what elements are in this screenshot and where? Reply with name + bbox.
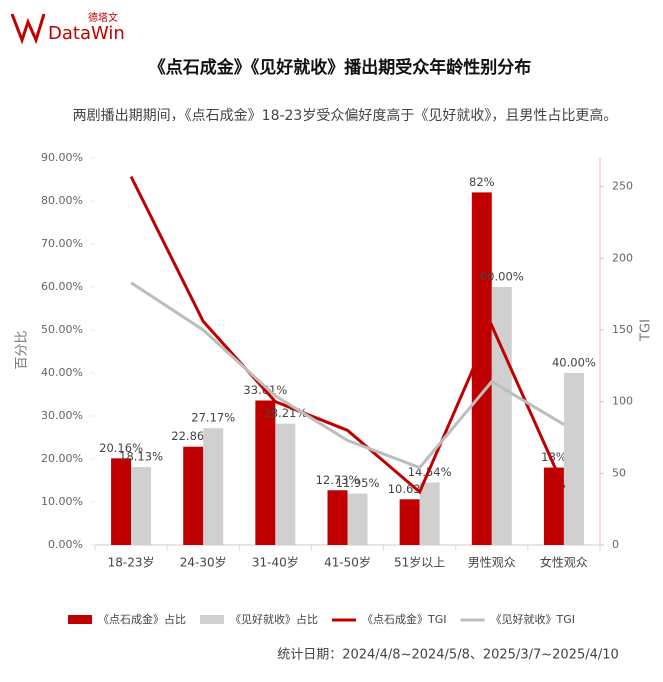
legend-label: 《点石成金》占比 bbox=[98, 612, 186, 626]
y2-axis-label: TGI bbox=[639, 319, 654, 342]
legend-label: 《见好就收》TGI bbox=[491, 612, 576, 626]
bar bbox=[491, 287, 512, 545]
value-label: 20.16% bbox=[99, 441, 143, 455]
bar bbox=[347, 493, 368, 545]
y2-tick-label: 150 bbox=[612, 323, 633, 336]
bar bbox=[255, 400, 276, 545]
y-tick-label: 70.00% bbox=[41, 237, 83, 250]
bar bbox=[471, 192, 492, 545]
logo-text: DataWin bbox=[48, 23, 125, 44]
logo-icon bbox=[10, 13, 46, 45]
legend-swatch bbox=[200, 615, 224, 624]
y2-tick-label: 50 bbox=[612, 466, 626, 479]
y-tick-label: 40.00% bbox=[41, 366, 83, 379]
x-tick-label: 男性观众 bbox=[468, 556, 516, 570]
y-tick-label: 20.00% bbox=[41, 452, 83, 465]
x-tick-label: 18-23岁 bbox=[108, 555, 155, 570]
value-label: 60.00% bbox=[480, 270, 524, 284]
bar bbox=[399, 499, 420, 545]
y-tick-label: 80.00% bbox=[41, 194, 83, 207]
value-label: 82% bbox=[469, 175, 495, 189]
value-label: 11.95% bbox=[336, 476, 380, 490]
footnote: 统计日期：2024/4/8~2024/5/8、2025/3/7~2025/4/1… bbox=[277, 648, 619, 663]
bar bbox=[275, 423, 296, 545]
value-label: 18.13% bbox=[119, 450, 163, 464]
y2-tick-label: 200 bbox=[612, 251, 633, 264]
y2-tick-label: 100 bbox=[612, 395, 633, 408]
value-label: 27.17% bbox=[191, 411, 235, 425]
y-tick-label: 0.00% bbox=[48, 538, 83, 551]
y-tick-label: 10.00% bbox=[41, 495, 83, 508]
line bbox=[129, 175, 566, 495]
y-tick-label: 90.00% bbox=[41, 151, 83, 164]
line bbox=[130, 281, 565, 470]
x-tick-label: 31-40岁 bbox=[252, 555, 299, 570]
bar bbox=[131, 467, 152, 545]
bar bbox=[203, 428, 224, 545]
y2-tick-label: 0 bbox=[612, 538, 619, 551]
y-tick-label: 30.00% bbox=[41, 409, 83, 422]
value-label: 40.00% bbox=[552, 356, 596, 370]
y-tick-label: 60.00% bbox=[41, 280, 83, 293]
x-tick-label: 51岁以上 bbox=[394, 555, 445, 570]
x-tick-label: 女性观众 bbox=[540, 555, 588, 570]
chart-subtitle: 两剧播出期期间，《点石成金》18-23岁受众偏好度高于《见好就收》，且男性占比更… bbox=[73, 107, 618, 124]
y-axis-label: 百分比 bbox=[15, 330, 30, 369]
legend-label: 《见好就收》占比 bbox=[230, 612, 318, 626]
bar bbox=[111, 458, 132, 545]
bar bbox=[183, 446, 204, 545]
bar bbox=[327, 490, 348, 545]
chart-title: 《点石成金》《见好就收》播出期受众年龄性别分布 bbox=[149, 57, 532, 78]
bar bbox=[563, 373, 584, 545]
y-tick-label: 50.00% bbox=[41, 323, 83, 336]
bar bbox=[543, 467, 564, 545]
legend-label: 《点石成金》TGI bbox=[362, 612, 447, 626]
value-label: 12.73% bbox=[316, 473, 360, 487]
logo-cn: 德塔文 bbox=[88, 11, 118, 24]
logo: DataWin 德塔文 bbox=[10, 11, 125, 45]
legend-swatch bbox=[68, 615, 92, 624]
x-tick-label: 41-50岁 bbox=[324, 555, 371, 570]
y2-tick-label: 250 bbox=[612, 180, 633, 193]
bar bbox=[419, 482, 440, 545]
x-tick-label: 24-30岁 bbox=[180, 555, 227, 570]
